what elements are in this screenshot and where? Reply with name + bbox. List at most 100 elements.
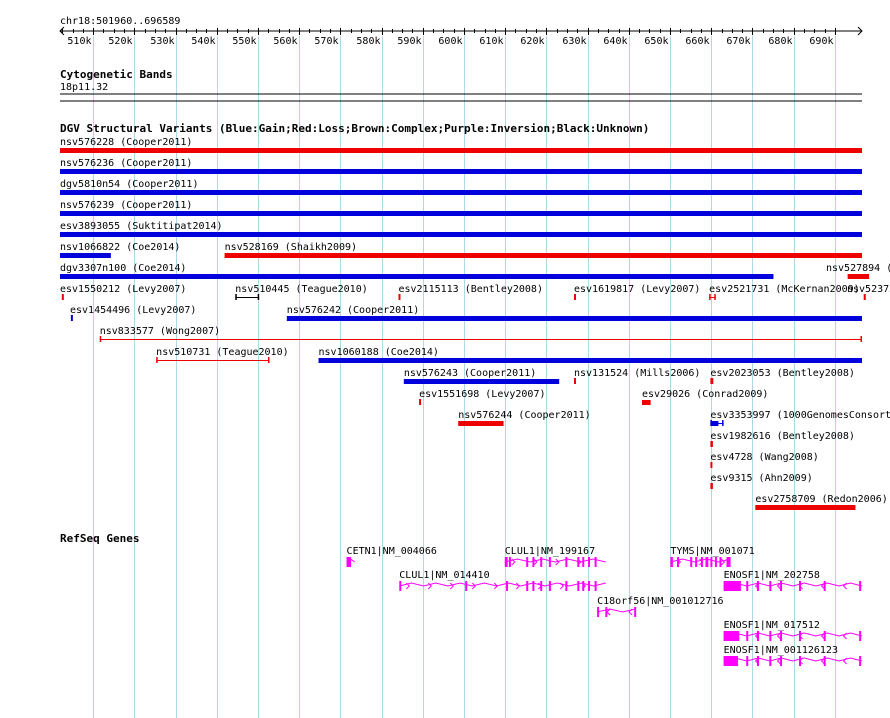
dgv-variant-bar[interactable] [60, 211, 862, 216]
dgv-variant-bar[interactable] [70, 315, 73, 321]
dgv-variant[interactable]: nsv52373 [847, 284, 890, 300]
gene-exon[interactable] [823, 581, 826, 591]
dgv-variant[interactable]: esv1619817 (Levy2007) [574, 284, 700, 300]
dgv-variant-bar[interactable] [60, 232, 862, 237]
dgv-variant-bar[interactable] [224, 253, 863, 258]
dgv-variant-bar[interactable] [60, 253, 111, 258]
gene-exon[interactable] [532, 557, 535, 567]
dgv-variant-end[interactable] [235, 294, 237, 300]
gene-exon[interactable] [714, 557, 717, 567]
refseq-genes-track[interactable]: RefSeq Genes CETN1|NM_004066 CLUL1|NM_199… [60, 532, 863, 666]
dgv-variant-bar[interactable] [419, 399, 422, 405]
dgv-variant[interactable]: nsv1060188 (Coe2014) [318, 347, 862, 363]
dgv-variant-bar[interactable] [710, 462, 713, 468]
gene-exon[interactable] [670, 557, 673, 567]
gene-exon[interactable] [823, 631, 826, 641]
dgv-variant[interactable]: esv1551698 (Levy2007) [419, 389, 546, 405]
dgv-variant-bar[interactable] [60, 190, 862, 195]
dgv-variant[interactable]: esv2521731 (McKernan2009) [709, 284, 860, 300]
dgv-variant[interactable]: nsv576244 (Cooper2011) [458, 410, 591, 426]
dgv-structural-variants-track[interactable]: DGV Structural Variants (Blue:Gain;Red:L… [60, 122, 890, 510]
gene-exon[interactable] [726, 557, 731, 567]
dgv-variant[interactable]: dgv3307n100 (Coe2014) [60, 263, 774, 279]
dgv-variant-bar[interactable] [398, 294, 401, 300]
dgv-variant[interactable]: dgv5810n54 (Cooper2011) [60, 179, 862, 195]
dgv-variant[interactable]: esv2115113 (Bentley2008) [398, 284, 543, 300]
dgv-variant-end[interactable] [722, 420, 724, 426]
gene-exon[interactable] [540, 557, 543, 567]
gene-exon[interactable] [798, 581, 801, 591]
dgv-variant-end[interactable] [257, 294, 260, 300]
dgv-variant-bar[interactable] [710, 421, 719, 426]
dgv-variant[interactable]: nsv528169 (Shaikh2009) [224, 242, 863, 258]
dgv-variant[interactable]: esv1982616 (Bentley2008) [710, 431, 855, 447]
dgv-variant-end[interactable] [860, 336, 863, 342]
gene-exon[interactable] [504, 557, 508, 567]
refseq-gene[interactable]: CETN1|NM_004066 [346, 546, 437, 567]
gene-exon[interactable] [540, 581, 543, 591]
gene-exon[interactable] [723, 631, 740, 641]
gene-exon[interactable] [798, 656, 801, 666]
gene-exon[interactable] [859, 656, 862, 666]
gene-exon[interactable] [723, 656, 739, 666]
refseq-gene[interactable]: ENOSF1|NM_202758 [723, 570, 863, 591]
gene-exon[interactable] [634, 607, 637, 617]
dgv-variant-bar[interactable] [710, 441, 713, 447]
refseq-gene[interactable]: CLUL1|NM_199167 [504, 546, 606, 567]
gene-exon[interactable] [582, 581, 585, 591]
gene-exon[interactable] [823, 656, 826, 666]
gene-exon[interactable] [548, 581, 551, 591]
dgv-variant-bar[interactable] [847, 274, 870, 279]
gene-exon[interactable] [526, 557, 529, 567]
dgv-variant[interactable]: nsv1066822 (Coe2014) [60, 242, 180, 258]
refseq-gene[interactable]: CLUL1|NM_014410 [399, 570, 606, 591]
dgv-variant-bar[interactable] [458, 421, 504, 426]
gene-exon[interactable] [399, 581, 402, 591]
dgv-variant[interactable]: nsv576243 (Cooper2011) [403, 368, 560, 384]
dgv-variant-bar[interactable] [574, 378, 577, 384]
dgv-variant[interactable]: nsv527894 ( [826, 263, 890, 279]
gene-exon[interactable] [780, 656, 783, 666]
gene-exon[interactable] [719, 557, 722, 567]
dgv-variant-bar[interactable] [403, 379, 560, 384]
refseq-gene[interactable]: C18orf56|NM_001012716 [596, 596, 724, 617]
gene-exon[interactable] [506, 581, 509, 591]
gene-exon[interactable] [588, 581, 591, 591]
refseq-gene[interactable]: TYMS|NM_001071 [670, 546, 755, 567]
dgv-variant[interactable]: nsv510731 (Teague2010) [156, 347, 289, 363]
gene-exon[interactable] [690, 557, 693, 567]
dgv-variant-bar[interactable] [710, 378, 714, 384]
dgv-variant-bar[interactable] [60, 148, 862, 153]
dgv-variant-bar[interactable] [574, 294, 577, 300]
gene-exon[interactable] [746, 631, 749, 641]
dgv-variant-end[interactable] [156, 357, 158, 363]
gene-exon[interactable] [508, 557, 511, 567]
dgv-variant[interactable]: esv3893055 (Suktitipat2014) [60, 221, 862, 237]
dgv-variant[interactable]: nsv510445 (Teague2010) [235, 284, 368, 300]
dgv-variant[interactable]: nsv131524 (Mills2006) [574, 368, 700, 384]
dgv-variant-end[interactable] [709, 294, 711, 300]
gene-exon[interactable] [346, 557, 352, 567]
dgv-variant-bar[interactable] [61, 294, 64, 300]
gene-exon[interactable] [597, 607, 600, 617]
gene-exon[interactable] [588, 557, 591, 567]
dgv-variant-bar[interactable] [60, 274, 774, 279]
gene-exon[interactable] [577, 581, 580, 591]
gene-exon[interactable] [746, 656, 749, 666]
dgv-variant[interactable]: esv3353997 (1000GenomesConsortiu [710, 410, 890, 426]
gene-exon[interactable] [780, 631, 783, 641]
gene-exon[interactable] [594, 557, 597, 567]
dgv-variant[interactable]: esv9315 (Ahn2009) [710, 473, 813, 489]
dgv-variant[interactable]: esv4728 (Wang2008) [710, 452, 819, 468]
dgv-variant[interactable]: esv2758709 (Redon2006) [755, 494, 888, 510]
dgv-variant[interactable]: nsv576239 (Cooper2011) [60, 200, 862, 216]
dgv-variant-bar[interactable] [642, 400, 651, 405]
dgv-variant[interactable]: nsv576228 (Cooper2011) [60, 137, 862, 153]
gene-exon[interactable] [769, 631, 772, 641]
gene-exon[interactable] [695, 557, 698, 567]
dgv-variant-end[interactable] [99, 336, 102, 342]
gene-exon[interactable] [565, 581, 568, 591]
gene-exon[interactable] [594, 581, 597, 591]
gene-exon[interactable] [710, 557, 713, 567]
dgv-variant[interactable]: esv1550212 (Levy2007) [60, 284, 186, 300]
